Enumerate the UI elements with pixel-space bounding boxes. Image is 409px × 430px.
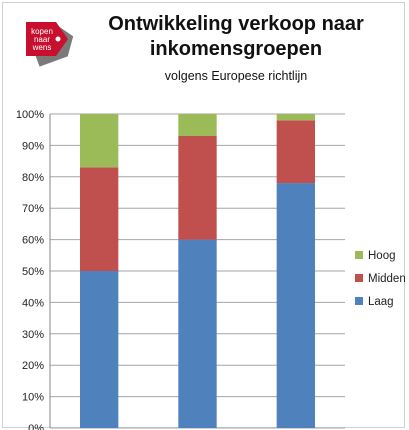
bar-midden-1 (79, 167, 119, 271)
legend-label-hoog: Hoog (368, 250, 396, 262)
legend-swatch-laag (355, 297, 363, 305)
legend-label-laag: Laag (368, 296, 394, 308)
legend-swatch-midden (355, 274, 363, 282)
chart-subtitle: volgens Europese richtlijn (164, 69, 308, 83)
bar-laag-3 (276, 183, 316, 428)
legend-label-midden: Midden (368, 273, 406, 285)
logo-text-1: kopen (31, 27, 53, 36)
y-tick-label: 100% (16, 109, 44, 121)
bar-hoog-3 (276, 114, 316, 121)
bar-laag-2 (178, 239, 217, 428)
bar-hoog-1 (79, 114, 119, 168)
legend-swatch-hoog (355, 251, 363, 259)
y-tick-label: 70% (22, 203, 44, 215)
y-tick-label: 60% (22, 235, 44, 247)
bar-midden-3 (276, 120, 316, 184)
y-tick-label: 40% (22, 297, 44, 309)
bar-midden-2 (178, 135, 217, 240)
bar-hoog-2 (178, 114, 217, 136)
y-tick-label: 30% (22, 329, 44, 341)
bar-laag-1 (79, 271, 119, 428)
logo-text-2: naar (34, 35, 50, 44)
y-tick-label: 10% (22, 392, 44, 404)
y-tick-label: 90% (22, 140, 44, 152)
y-tick-label: 20% (22, 360, 44, 372)
y-tick-label: 0% (28, 423, 44, 430)
y-tick-label: 50% (22, 266, 44, 278)
kopen-naar-wens-logo: kopen naar wens (26, 22, 74, 67)
chart-title: Ontwikkeling verkoop naar inkomensgroepe… (108, 13, 364, 60)
logo-text-3: wens (32, 43, 52, 52)
y-tick-label: 80% (22, 172, 44, 184)
